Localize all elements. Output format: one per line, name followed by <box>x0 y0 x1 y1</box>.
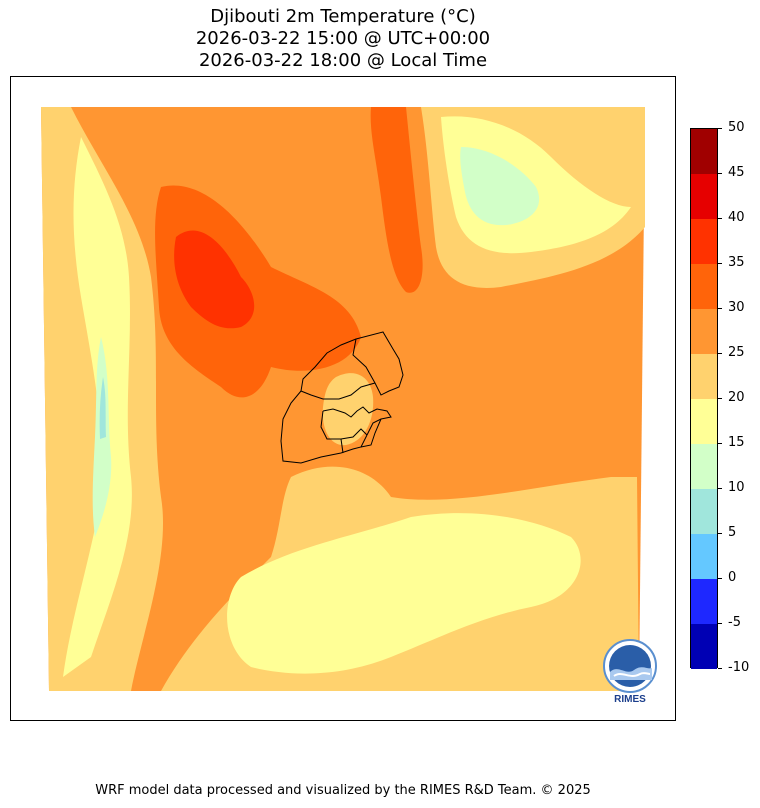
colorbar-tick-mark <box>718 533 722 534</box>
colorbar-tick-label: 10 <box>728 480 745 495</box>
colorbar-tick: 0 <box>718 570 758 586</box>
colorbar-tick-label: -10 <box>728 660 750 675</box>
temperature-zone-northeast-10-15 <box>460 147 540 226</box>
colorbar-segment <box>691 264 717 309</box>
title-line-3: 2026-03-22 18:00 @ Local Time <box>198 50 488 71</box>
colorbar-tick: -10 <box>718 660 758 676</box>
colorbar-segment <box>691 444 717 489</box>
colorbar-tick: 40 <box>718 210 758 226</box>
colorbar-tick-mark <box>718 398 722 399</box>
rimes-logo: RIMES <box>594 636 666 708</box>
colorbar-tick-label: 50 <box>728 120 745 135</box>
colorbar-tick-label: 35 <box>728 255 745 270</box>
colorbar-tick: 5 <box>718 525 758 541</box>
colorbar-tick-label: -5 <box>728 615 741 630</box>
colorbar-tick: 15 <box>718 435 758 451</box>
temperature-zone-coastal-20-25 <box>322 373 374 446</box>
temperature-zone-west-5-10 <box>99 377 106 439</box>
colorbar-tick-mark <box>718 308 722 309</box>
colorbar-segment <box>691 399 717 444</box>
rimes-emblem-icon <box>603 639 657 693</box>
temperature-zone-central-35-40 <box>174 230 255 329</box>
colorbar-tick: 10 <box>718 480 758 496</box>
colorbar-tick-mark <box>718 218 722 219</box>
temperature-zone-west-15-20 <box>63 137 132 677</box>
temperature-zone-south-15-20 <box>227 513 581 674</box>
colorbar-tick-label: 0 <box>728 570 737 585</box>
colorbar-segment <box>691 624 717 669</box>
colorbar <box>690 128 718 669</box>
colorbar-tick: 20 <box>718 390 758 406</box>
title-line-1: Djibouti 2m Temperature (°C) <box>210 6 476 27</box>
colorbar-segment <box>691 579 717 624</box>
colorbar-tick-label: 40 <box>728 210 745 225</box>
colorbar-tick-mark <box>718 578 722 579</box>
djibouti-borders <box>280 331 404 464</box>
logo-text: RIMES <box>614 694 646 705</box>
colorbar-tick-mark <box>718 263 722 264</box>
colorbar-tick-mark <box>718 173 722 174</box>
colorbar-tick: 45 <box>718 165 758 181</box>
map-panel <box>10 76 676 721</box>
colorbar-tick-label: 45 <box>728 165 745 180</box>
colorbar-tick: 25 <box>718 345 758 361</box>
colorbar-tick-mark <box>718 668 722 669</box>
colorbar-tick: 35 <box>718 255 758 271</box>
colorbar-tick-label: 30 <box>728 300 745 315</box>
colorbar-tick-mark <box>718 443 722 444</box>
map-title: Djibouti 2m Temperature (°C) 2026-03-22 … <box>0 6 686 72</box>
colorbar-tick-label: 5 <box>728 525 737 540</box>
colorbar-segment <box>691 129 717 174</box>
colorbar-segment <box>691 219 717 264</box>
colorbar-segment <box>691 309 717 354</box>
title-line-2: 2026-03-22 15:00 @ UTC+00:00 <box>195 28 491 49</box>
footer-credit: WRF model data processed and visualized … <box>95 783 591 798</box>
temperature-zone-north-30-35 <box>370 107 423 293</box>
colorbar-segment <box>691 489 717 534</box>
colorbar-segment <box>691 354 717 399</box>
colorbar-segment <box>691 174 717 219</box>
colorbar-tick-mark <box>718 488 722 489</box>
colorbar-tick-label: 25 <box>728 345 745 360</box>
colorbar-tick: 50 <box>718 120 758 136</box>
temperature-map <box>41 107 645 691</box>
colorbar-tick-mark <box>718 623 722 624</box>
colorbar-tick-label: 15 <box>728 435 745 450</box>
colorbar-tick-mark <box>718 128 722 129</box>
colorbar-tick-mark <box>718 353 722 354</box>
colorbar-tick: -5 <box>718 615 758 631</box>
colorbar-tick: 30 <box>718 300 758 316</box>
colorbar-tick-label: 20 <box>728 390 745 405</box>
colorbar-segment <box>691 534 717 579</box>
